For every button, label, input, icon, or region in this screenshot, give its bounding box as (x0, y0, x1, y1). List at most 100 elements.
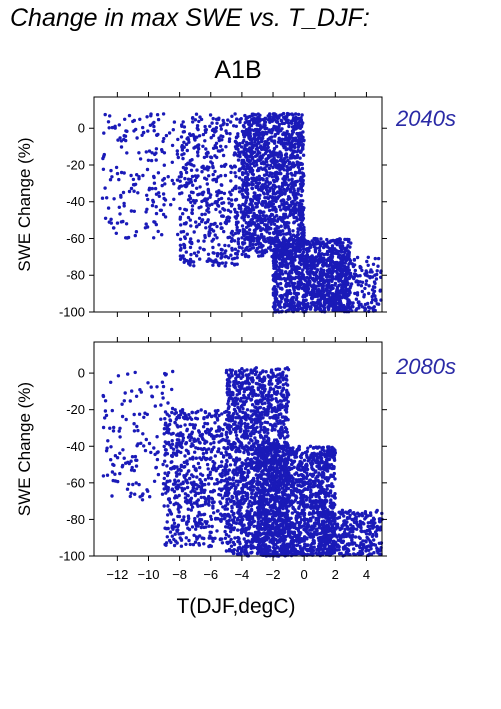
scatter-point (211, 539, 215, 543)
scatter-point (209, 442, 213, 446)
scatter-point (291, 206, 295, 211)
scatter-point (252, 128, 256, 133)
scatter-point (290, 129, 295, 133)
scatter-point (141, 173, 145, 178)
scatter-point (186, 177, 191, 181)
scatter-point (268, 219, 272, 223)
scatter-point (268, 200, 272, 204)
scatter-point (246, 232, 250, 236)
scatter-point (285, 169, 289, 173)
scatter-point (173, 421, 177, 425)
scatter-point (242, 180, 246, 185)
scatter-point (229, 253, 233, 257)
scatter-point (348, 291, 352, 295)
scatter-point (289, 134, 293, 138)
scatter-point (152, 479, 157, 483)
scatter-point (154, 147, 159, 151)
scatter-point (190, 432, 194, 436)
scatter-point (263, 127, 267, 131)
scatter-point (258, 210, 262, 215)
scatter-point (201, 451, 206, 456)
scatter-point (233, 171, 237, 175)
scatter-point (237, 245, 242, 249)
scatter-point (188, 438, 192, 443)
scatter-point (201, 144, 205, 148)
scatter-point (225, 122, 229, 127)
scatter-point (189, 237, 193, 241)
scatter-point (376, 264, 380, 268)
scatter-point (236, 536, 241, 540)
scatter-point (192, 264, 196, 268)
scatter-point (287, 178, 291, 182)
scatter-point (248, 165, 252, 169)
scatter-point (285, 111, 290, 116)
scatter-point (291, 284, 295, 288)
scatter-point (251, 144, 255, 149)
scatter-point (247, 135, 251, 139)
scatter-point (271, 249, 276, 253)
scatter-point (299, 186, 304, 190)
scatter-point (179, 538, 184, 542)
scatter-point (272, 205, 276, 209)
scatter-point (283, 278, 288, 283)
scatter-point (168, 418, 172, 422)
scatter-point (240, 150, 245, 154)
scatter-point (192, 480, 196, 484)
scatter-point (160, 183, 164, 188)
scatter-point (137, 412, 142, 416)
scatter-point (235, 213, 240, 218)
scatter-point (287, 124, 291, 129)
scatter-point (171, 369, 175, 374)
scatter-point (229, 204, 234, 208)
scatter-point (128, 494, 132, 499)
scatter-point (290, 305, 294, 309)
scatter-point (100, 196, 105, 200)
scatter-point (230, 257, 235, 261)
scatter-point (346, 270, 350, 274)
scatter-point (137, 175, 141, 179)
scatter-point (249, 218, 253, 222)
scatter-point (189, 490, 193, 494)
scatter-point (152, 181, 157, 185)
scatter-point (221, 201, 226, 205)
scatter-point (261, 213, 266, 218)
scatter-point (207, 536, 211, 540)
scatter-point (116, 138, 120, 142)
scatter-point (360, 289, 364, 294)
scatter-point (250, 180, 254, 184)
scatter-point (271, 126, 276, 130)
scatter-point (326, 305, 330, 309)
scatter-point (185, 148, 189, 153)
scatter-point (148, 495, 152, 499)
scatter-point (295, 291, 299, 296)
scatter-point (349, 282, 354, 286)
scatter-point (186, 259, 190, 263)
scatter-point (190, 417, 194, 421)
scatter-point (215, 236, 219, 240)
scatter-point (283, 141, 287, 146)
scatter-point (193, 118, 198, 122)
scatter-point (124, 222, 129, 226)
scatter-point (217, 440, 221, 444)
scatter-point (164, 484, 168, 488)
scatter-point (263, 205, 268, 209)
scatter-point (204, 525, 208, 529)
scatter-point (222, 164, 227, 168)
scatter-point (238, 154, 242, 159)
scatter-point (264, 179, 268, 184)
scatter-point (353, 291, 357, 296)
scatter-point (215, 416, 219, 420)
scatter-point (150, 151, 154, 155)
scatter-point (343, 295, 347, 300)
scatter-point (142, 444, 146, 448)
scatter-point (366, 263, 370, 267)
scatter-point (294, 112, 298, 116)
scatter-point (284, 181, 288, 185)
scatter-point (166, 504, 170, 508)
scatter-point (226, 256, 231, 260)
scatter-point (188, 497, 193, 502)
scatter-point (298, 284, 302, 289)
scatter-point (270, 195, 274, 199)
scatter-point (206, 467, 210, 471)
scatter-point (229, 179, 233, 183)
